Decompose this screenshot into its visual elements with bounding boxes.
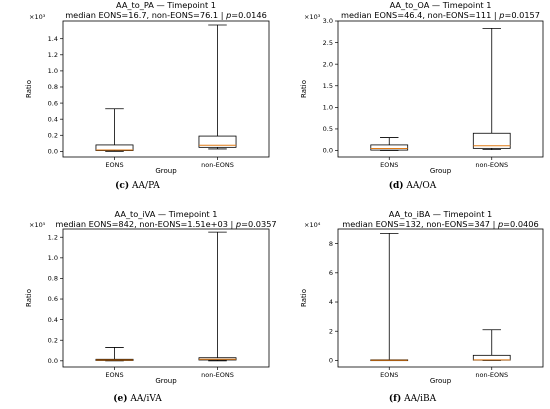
- panel-c-ytick-label: 1.2: [48, 51, 58, 59]
- panel-e-ytick-label: 0.4: [48, 316, 58, 324]
- panel-e-ytick-label: 0.0: [48, 357, 58, 365]
- panel-e-scale-label: ×10⁵: [29, 221, 46, 229]
- panel-e-xtick-label-eons: EONS: [105, 371, 123, 379]
- panel-c-xtick-label-eons: EONS: [105, 161, 123, 169]
- panel-c-ytick-label: 0.4: [48, 115, 58, 123]
- panel-d-axes-frame: [337, 20, 544, 158]
- panel-e-subtitle: median EONS=842, non-EONS=1.51e+03 | p=0…: [55, 219, 276, 229]
- panel-c-ylabel: Ratio: [25, 80, 33, 98]
- panel-c-p-value: =0.0146: [231, 10, 267, 20]
- panel-c-axes-frame: [62, 20, 270, 158]
- panel-d-p-value: =0.0157: [504, 10, 540, 20]
- panel-f-subtitle: median EONS=132, non-EONS=347 | p=0.0406: [342, 219, 538, 229]
- caption-e-text: AA/iVA: [130, 394, 162, 404]
- panel-c-ytick-label: 1.0: [48, 67, 58, 75]
- panel-c-xlabel: Group: [155, 167, 177, 175]
- panel-f-ylabel: Ratio: [300, 289, 308, 307]
- panel-d-ylabel: Ratio: [300, 80, 308, 98]
- panel-e-ytick-label: 0.8: [48, 275, 58, 283]
- caption-c-label: (c): [115, 181, 130, 191]
- caption-c: (c) AA/PA: [0, 181, 275, 191]
- panel-d-xtick-label-eons: EONS: [380, 161, 398, 169]
- panel-e-ytick-label: 1.2: [48, 233, 58, 241]
- caption-d-label: (d): [388, 181, 404, 191]
- panel-d-p-label: p: [498, 10, 504, 20]
- panel-f-xlabel: Group: [430, 377, 452, 385]
- panel-d-subtitle: median EONS=46.4, non-EONS=111 | p=0.015…: [341, 10, 540, 20]
- panel-c-subtitle: median EONS=16.7, non-EONS=76.1 | p=0.01…: [65, 10, 267, 20]
- panel-c-non-eons-box: [198, 135, 237, 148]
- panel-d-ytick-label: 1.5: [323, 82, 333, 90]
- panel-f-scale-label: ×10⁴: [304, 221, 321, 229]
- panel-d-scale-label: ×10³: [304, 13, 321, 21]
- panel-f-p-label: p: [497, 219, 503, 229]
- caption-e-label: (e): [113, 394, 128, 404]
- panel-c-ytick-label: 0.8: [48, 83, 58, 91]
- panel-d-ytick-label: 0.0: [323, 147, 333, 155]
- panel-d-title: AA_to_OA — Timepoint 1: [390, 0, 492, 10]
- panel-d-subtitle-text: median EONS=46.4, non-EONS=111 |: [341, 10, 499, 20]
- panel-d-ytick-label: 2.0: [323, 60, 333, 68]
- panel-d-ytick-label: 1.0: [323, 104, 333, 112]
- panel-e-title: AA_to_iVA — Timepoint 1: [115, 209, 218, 219]
- caption-c-text: AA/PA: [132, 181, 160, 191]
- panel-d-ytick-label: 2.5: [323, 39, 333, 47]
- panel-e-xtick-label-non-eons: non-EONS: [201, 371, 234, 379]
- panel-c-xtick-label-non-eons: non-EONS: [201, 161, 234, 169]
- panel-f-non-eons-box: [472, 354, 511, 361]
- panel-e-ytick-label: 0.2: [48, 336, 58, 344]
- panel-d-eons-box: [370, 144, 409, 151]
- panel-f-ytick-label: 6: [329, 269, 333, 277]
- panel-f-p-value: =0.0406: [503, 219, 539, 229]
- panel-f-xtick-label-eons: EONS: [380, 371, 398, 379]
- panel-d-ytick-label: 3.0: [323, 17, 333, 25]
- panel-c-ytick-label: 0.2: [48, 131, 58, 139]
- panel-c-p-label: p: [225, 10, 231, 20]
- caption-f: (f) AA/iBA: [275, 394, 550, 404]
- panel-e-ytick-label: 0.6: [48, 295, 58, 303]
- panel-f-ytick-label: 2: [329, 327, 333, 335]
- panel-c-ytick-label: 1.4: [48, 35, 58, 43]
- panel-c-ytick-label: 0.0: [48, 148, 58, 156]
- panel-d-xtick-label-non-eons: non-EONS: [475, 161, 508, 169]
- panel-f-ytick-label: 4: [329, 298, 333, 306]
- caption-d-text: AA/OA: [406, 181, 437, 191]
- caption-f-label: (f): [388, 394, 402, 404]
- panel-c-subtitle-text: median EONS=16.7, non-EONS=76.1 |: [65, 10, 226, 20]
- panel-c-eons-box: [95, 144, 134, 151]
- panel-f-title: AA_to_iBA — Timepoint 1: [389, 209, 492, 219]
- panel-e-xlabel: Group: [155, 377, 177, 385]
- panel-d-ytick-label: 0.5: [323, 125, 333, 133]
- caption-e: (e) AA/iVA: [0, 394, 275, 404]
- panel-e-subtitle-text: median EONS=842, non-EONS=1.51e+03 |: [55, 219, 236, 229]
- panel-c-title: AA_to_PA — Timepoint 1: [116, 0, 216, 10]
- panel-f-axes-frame: [337, 228, 544, 368]
- panel-c-ytick-label: 0.6: [48, 99, 58, 107]
- panel-c-scale-label: ×10³: [29, 13, 46, 21]
- caption-d: (d) AA/OA: [275, 181, 550, 191]
- panel-f-ytick-label: 8: [329, 240, 333, 248]
- panel-e-ylabel: Ratio: [25, 289, 33, 307]
- panel-f-ytick-label: 0: [329, 357, 333, 365]
- panel-f-xtick-label-non-eons: non-EONS: [475, 371, 508, 379]
- panel-f-subtitle-text: median EONS=132, non-EONS=347 |: [342, 219, 498, 229]
- panel-e-p-label: p: [235, 219, 241, 229]
- panel-e-ytick-label: 1.0: [48, 254, 58, 262]
- panel-d-xlabel: Group: [430, 167, 452, 175]
- panel-d-non-eons-box: [472, 132, 511, 149]
- panel-e-axes-frame: [62, 228, 270, 368]
- caption-f-text: AA/iBA: [404, 394, 437, 404]
- panel-e-p-value: =0.0357: [241, 219, 277, 229]
